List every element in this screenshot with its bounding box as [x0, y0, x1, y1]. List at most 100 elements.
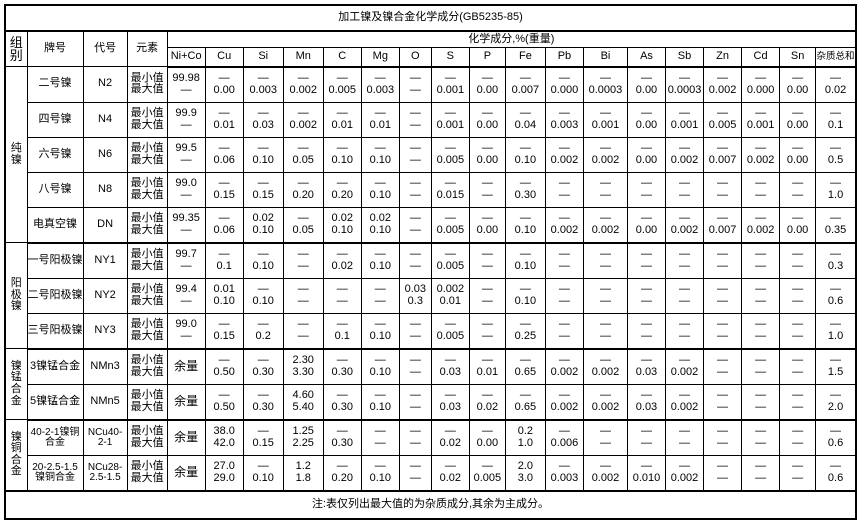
- min-value: —: [297, 317, 309, 330]
- max-label: 最大值: [130, 83, 164, 96]
- min-value: —: [297, 141, 309, 154]
- col-header-pb: Pb: [544, 47, 584, 68]
- min-value: —: [409, 317, 421, 330]
- min-value: —: [409, 247, 421, 260]
- value-cell-s: —0.005: [430, 242, 470, 279]
- value-cell-sn: — —: [779, 348, 817, 385]
- minmax-labels: 最小值 最大值: [126, 383, 168, 421]
- value-cell-sn: —0.00: [779, 136, 817, 173]
- minmax-labels: 最小值 最大值: [126, 66, 168, 103]
- min-value: —: [257, 106, 269, 119]
- value-cell-as: —0.00: [626, 66, 667, 103]
- max-value: 3.0: [517, 471, 534, 484]
- min-value: —: [679, 353, 691, 366]
- max-value: 0.02: [439, 471, 462, 484]
- value-cell-mn: —0.002: [282, 101, 324, 138]
- value-cell-o: — —: [398, 312, 432, 350]
- max-value: 0.6: [827, 436, 844, 449]
- value-cell-o: — —: [398, 206, 432, 244]
- min-value: —: [599, 71, 611, 84]
- max-value: —: [792, 329, 804, 342]
- min-value: —: [409, 459, 421, 472]
- value-cell-impurity-total: —0.6: [815, 419, 857, 456]
- brand-code: NY3: [82, 312, 128, 350]
- value-cell-o: — —: [398, 66, 432, 103]
- brand-code: NY2: [82, 277, 128, 314]
- min-value: —: [481, 282, 493, 295]
- value-cell-as: —0.010: [626, 454, 667, 492]
- value-cell-s: —0.02: [430, 454, 470, 492]
- table-row: 镍锰合金 3镍锰合金 NMn3 最小值 最大值 余量 —0.50—0.30 2.30 3.30—…: [4, 348, 857, 420]
- max-value: —: [599, 329, 611, 342]
- min-value: —: [679, 106, 691, 119]
- max-value: 0.10: [514, 259, 537, 272]
- min-value: —: [374, 106, 386, 119]
- value-cell-p: — —: [468, 277, 506, 314]
- max-label: 最大值: [130, 153, 164, 166]
- max-value: —: [679, 259, 691, 272]
- value-cell-as: — —: [626, 242, 667, 279]
- value-cell-as: — —: [626, 312, 667, 350]
- min-value: —: [599, 247, 611, 260]
- min-value: —: [481, 106, 493, 119]
- min-value: —: [297, 176, 309, 189]
- max-value: —: [180, 153, 192, 166]
- min-value: —: [599, 353, 611, 366]
- value-cell-fe: —0.10: [504, 242, 546, 279]
- max-value: 0.0003: [667, 83, 702, 96]
- max-value: 0.06: [213, 153, 235, 166]
- min-value: —: [830, 317, 842, 330]
- max-value: 2.25: [292, 436, 314, 449]
- max-value: 0.10: [252, 259, 274, 272]
- min-value: 2.30: [292, 353, 314, 366]
- value-cell-pb: —0.002: [544, 206, 584, 244]
- max-label: 最大值: [130, 471, 164, 484]
- max-value: 0.00: [213, 83, 235, 96]
- value-cell-p: — —: [468, 171, 506, 208]
- table-row: 六号镍 N6 最小值 最大值 99.5— —0.06—0.10—0.05—0.10—0.1…: [5, 136, 857, 173]
- note-row: 注:表仅列出最大值的为杂质成分,其余为主成分。: [4, 489, 857, 519]
- value-cell-impurity-total: —0.6: [815, 277, 857, 314]
- max-value: 0.002: [289, 83, 317, 96]
- value-cell-si: —0.10: [242, 454, 284, 492]
- max-value: —: [792, 294, 804, 307]
- value-cell-mn: —0.20: [282, 171, 324, 208]
- max-value: 0.007: [511, 83, 540, 96]
- min-value: —: [599, 388, 611, 401]
- max-value: 0.10: [369, 329, 391, 342]
- value-cell-p: — —: [468, 242, 506, 279]
- min-value: —: [481, 424, 493, 437]
- value-cell-fe: —0.65: [504, 383, 546, 421]
- min-value: —: [336, 353, 348, 366]
- nickel-alloy-composition-table: 加工镍及镍合金化学成分(GB5235-85) 组别 牌号 代号 元素 化学成分,%(重量)…: [4, 4, 857, 520]
- value-cell-cu: —0.06: [204, 136, 244, 173]
- col-header-mn: Mn: [282, 47, 324, 68]
- value-cell-mg: —0.10: [360, 171, 400, 208]
- max-value: —: [481, 329, 493, 342]
- value-cell-impurity-total: —0.5: [815, 136, 857, 173]
- value-cell-fe: —0.25: [504, 312, 546, 350]
- max-value: 0.10: [331, 223, 353, 236]
- max-label: 最大值: [130, 223, 164, 236]
- max-value: —: [409, 436, 421, 449]
- min-value: —: [519, 353, 531, 366]
- value-cell-zn: —0.005: [703, 101, 743, 138]
- max-value: —: [640, 188, 652, 201]
- min-value: —: [519, 317, 531, 330]
- max-value: —: [717, 329, 729, 342]
- brand-code: N6: [82, 136, 128, 173]
- max-value: 0.05: [292, 153, 314, 166]
- table-row: 纯镍 二号镍 N2 最小值 最大值 99.98— —0.00—0.003—0.002—0.0…: [4, 66, 857, 243]
- max-value: 0.20: [331, 471, 353, 484]
- value-cell-si: —0.15: [242, 171, 284, 208]
- min-value: —: [444, 211, 456, 224]
- value-cell-pb: —0.002: [544, 383, 584, 421]
- max-value: 0.002: [591, 365, 620, 378]
- value-cell-sb: — —: [664, 171, 705, 208]
- value-cell-zn: — —: [703, 454, 743, 492]
- max-value: 0.00: [476, 436, 499, 449]
- value-cell-sn: — —: [779, 242, 817, 279]
- min-value: —: [374, 71, 386, 84]
- min-label: 最小值: [130, 247, 164, 260]
